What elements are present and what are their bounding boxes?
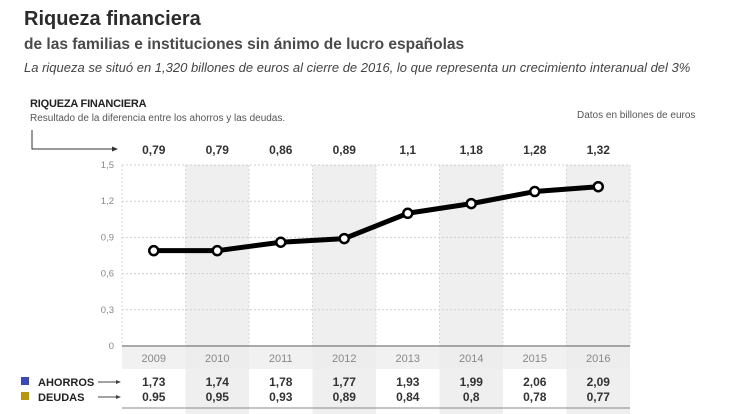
table-cell: 1,99 [460, 375, 484, 389]
x-tick-label: 2014 [459, 353, 483, 365]
y-tick-label: 0,6 [101, 269, 114, 280]
y-tick-label: 1,2 [101, 196, 114, 207]
value-label: 0,79 [206, 143, 230, 157]
legend-arrowhead [116, 380, 121, 384]
section-title: RIQUEZA FINANCIERA [30, 98, 147, 110]
value-label: 1,18 [460, 143, 484, 157]
data-point [275, 236, 287, 248]
pointer-arrow [31, 130, 118, 152]
value-label: 0,79 [142, 143, 166, 157]
chart-subtitle: de las familias e instituciones sin ánim… [24, 36, 465, 53]
legend-label: AHORROS [38, 377, 94, 389]
x-tick-label: 2012 [332, 353, 356, 365]
column-shade [566, 165, 630, 414]
x-axis-ticks: 2009 2010 2011 2012 2013 2014 2015 2016 [142, 353, 611, 365]
table-cell: 1,93 [396, 375, 420, 389]
table-cell: 1,78 [269, 375, 293, 389]
table-cell: 0,95 [206, 390, 230, 404]
value-label: 1,1 [399, 143, 416, 157]
table-cell: 2,09 [587, 375, 611, 389]
x-tick-label: 2011 [269, 353, 293, 365]
data-point [465, 197, 477, 210]
table-cell: 0,93 [269, 390, 293, 404]
y-tick-label: 0,3 [101, 305, 114, 316]
x-tick-label: 2009 [142, 353, 166, 365]
value-label: 0,89 [333, 143, 357, 157]
value-label: 1,28 [523, 143, 547, 157]
data-point [148, 244, 160, 257]
units-note: Datos en billones de euros [577, 110, 696, 121]
legend-swatch [21, 377, 29, 385]
series-line [148, 180, 604, 257]
x-axis-band [122, 347, 630, 369]
data-table: 1,73 1,74 1,78 1,77 1,93 1,99 2,06 2,09 0.95 0,95… [122, 375, 630, 409]
value-labels: 0,79 0,79 0,86 0,89 1,1 1,18 1,28 1,32 [142, 143, 610, 157]
x-tick-label: 2016 [586, 353, 610, 365]
pointer-line [31, 130, 112, 150]
data-point [529, 185, 541, 198]
y-axis-ticks: 0 0,3 0,6 0,9 1,2 1,5 [101, 160, 114, 352]
table-cell: 0,77 [587, 390, 611, 404]
x-tick-label: 2010 [205, 353, 229, 365]
table-cell: 0.95 [142, 390, 166, 404]
data-point [338, 232, 350, 245]
data-point [592, 180, 604, 193]
legend-swatch [21, 392, 29, 400]
value-label: 1,32 [587, 143, 611, 157]
table-cell: 0,89 [333, 390, 357, 404]
legend-arrowhead [116, 395, 121, 399]
table-cell: 1,73 [142, 375, 166, 389]
y-tick-label: 1,5 [101, 160, 114, 171]
year-band [122, 347, 630, 369]
table-cell: 1,77 [333, 375, 357, 389]
column-shade [312, 165, 376, 414]
table-cell: 0,84 [396, 390, 420, 404]
x-tick-label: 2015 [523, 353, 547, 365]
legend-label: DEUDAS [38, 392, 84, 404]
section-description: Resultado de la diferencia entre los aho… [30, 113, 286, 124]
series-line-path [151, 184, 601, 254]
pointer-arrowhead [112, 146, 118, 152]
data-point [211, 244, 223, 257]
chart-lede: La riqueza se situó en 1,320 billones de… [24, 60, 691, 75]
legend: AHORROS DEUDAS [21, 377, 121, 404]
table-cell: 0,8 [463, 390, 480, 404]
table-cell: 1,74 [206, 375, 230, 389]
table-cell: 2,06 [523, 375, 547, 389]
x-tick-label: 2013 [396, 353, 420, 365]
gridlines [121, 164, 631, 347]
data-point [402, 207, 414, 220]
column-shade [185, 165, 249, 414]
value-label: 0,86 [269, 143, 293, 157]
y-tick-label: 0,9 [101, 232, 114, 243]
chart-title: Riqueza financiera [24, 8, 201, 30]
y-tick-label: 0 [109, 341, 114, 352]
table-cell: 0,78 [523, 390, 547, 404]
